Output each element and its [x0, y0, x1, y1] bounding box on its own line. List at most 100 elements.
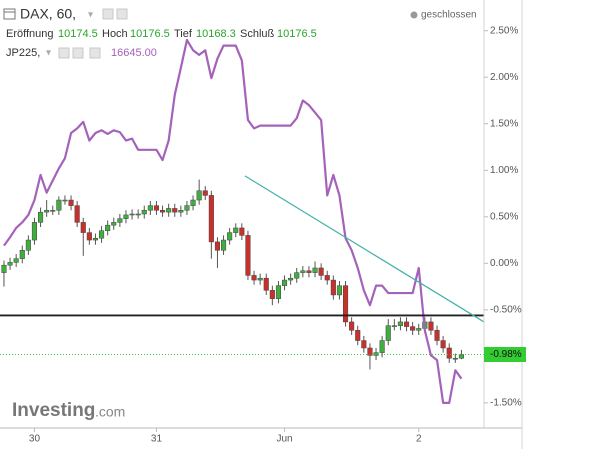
status-dot	[410, 11, 418, 19]
last-price-label: -0.98%	[490, 349, 522, 360]
candle-body	[220, 239, 227, 251]
candle-body	[117, 218, 123, 223]
last-price-box	[484, 346, 526, 362]
candle-body	[458, 354, 464, 359]
candle-body	[306, 270, 312, 273]
candle-body	[86, 232, 92, 241]
symbol-icon[interactable]	[3, 8, 16, 20]
candle-body	[269, 290, 275, 299]
candle-body	[44, 210, 50, 213]
candle-body	[294, 272, 300, 279]
settings-icon[interactable]	[58, 47, 70, 59]
candle-body	[80, 222, 86, 233]
candle-body	[62, 199, 68, 202]
candle-body	[373, 352, 379, 356]
candle-body	[452, 357, 458, 360]
ohlc-label: Hoch	[102, 28, 128, 40]
candle-body	[7, 262, 13, 266]
candle-body	[336, 285, 342, 296]
candle-body	[379, 340, 385, 353]
candle-body	[135, 213, 141, 216]
ohlc-label: Schluß	[240, 28, 275, 40]
candle-body	[440, 340, 446, 349]
ohlc-value: 10176.5	[130, 28, 170, 40]
candle-body	[434, 330, 440, 341]
plot	[0, 38, 485, 404]
hide-icon[interactable]	[72, 47, 84, 59]
ohlc-value: 10176.5	[277, 28, 317, 40]
y-tick-label: 1.00%	[490, 165, 518, 176]
y-tick-label: 0.00%	[490, 258, 518, 269]
candle-body	[196, 190, 202, 201]
candle-body	[147, 205, 153, 211]
x-tick-label: Jun	[276, 434, 292, 445]
candle-body	[391, 325, 397, 327]
candle-body	[38, 211, 44, 223]
candle-body	[355, 330, 361, 341]
candle-body	[300, 270, 306, 273]
candle-body	[92, 237, 99, 241]
compare-line	[3, 38, 463, 404]
ohlc-label: Tief	[174, 28, 193, 40]
candle-body	[214, 241, 220, 251]
candle-body	[263, 277, 269, 291]
candle-body	[25, 239, 31, 251]
candle-body	[403, 321, 410, 327]
candle-body	[416, 328, 422, 331]
candle-body	[275, 285, 281, 299]
candle-body	[56, 199, 62, 211]
compare-symbol: JP225,	[6, 47, 40, 59]
candle-body	[190, 199, 196, 206]
candle-body	[428, 321, 434, 331]
candle-body	[318, 267, 324, 276]
candle-body	[99, 230, 105, 239]
candle-body	[50, 210, 56, 212]
candle-body	[361, 340, 367, 349]
candle-body	[227, 232, 233, 241]
y-tick-label: -0.50%	[490, 304, 522, 315]
candle-body	[166, 208, 172, 213]
candle-body	[410, 326, 416, 331]
x-tick-label: 31	[151, 434, 163, 445]
candle-body	[202, 190, 208, 196]
candle-body	[68, 199, 74, 206]
candle-body	[111, 222, 117, 226]
dropdown-arrow[interactable]: ▾	[46, 48, 51, 59]
ohlc-label: Eröffnung	[6, 28, 54, 40]
candle-body	[19, 250, 25, 259]
y-tick-label: -1.50%	[490, 398, 522, 409]
candle-body	[324, 275, 330, 281]
settings-icon[interactable]	[102, 8, 114, 20]
candle-body	[233, 227, 239, 233]
ohlc-value: 10168.3	[196, 28, 236, 40]
candle-body	[239, 227, 245, 236]
candle-body	[184, 205, 190, 211]
candle-body	[141, 210, 147, 215]
candle-body	[129, 213, 135, 216]
candle-body	[446, 347, 452, 359]
candle-body	[349, 321, 355, 331]
candle-body	[172, 208, 178, 213]
ohlc-value: 10174.5	[58, 28, 98, 40]
candle-body	[74, 205, 80, 223]
candle-body	[288, 277, 294, 281]
candle-body	[31, 222, 38, 241]
y-tick-label: 2.50%	[490, 25, 518, 36]
candle-body	[367, 347, 373, 356]
compare-value: 16645.00	[111, 47, 157, 59]
candle-body	[342, 285, 349, 323]
market-status: geschlossen	[421, 10, 477, 21]
remove-icon[interactable]	[89, 47, 101, 59]
candle-body	[153, 205, 160, 211]
y-tick-label: 2.00%	[490, 72, 518, 83]
logo-name: Investing	[12, 400, 95, 421]
candle-body	[208, 195, 214, 243]
candle-body	[160, 210, 166, 213]
candle-body	[312, 267, 318, 273]
trend-line	[244, 175, 485, 323]
hide-icon[interactable]	[116, 8, 128, 20]
dropdown-arrow[interactable]: ▾	[88, 10, 93, 21]
x-tick-label: 2	[416, 434, 422, 445]
